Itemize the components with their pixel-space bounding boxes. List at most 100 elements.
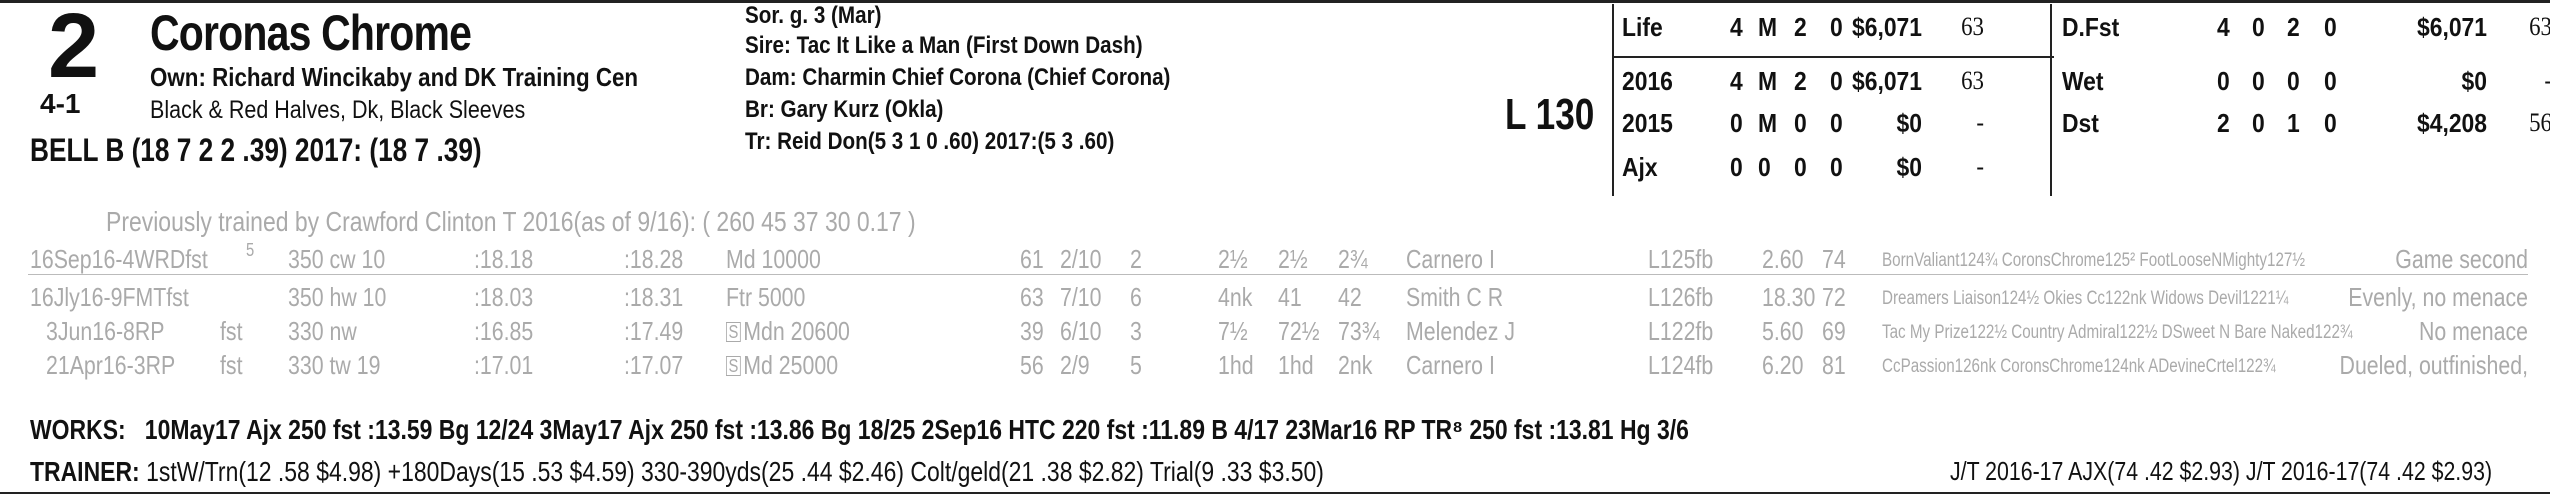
race-class-text: Ftr 5000 xyxy=(726,282,806,312)
stats_left-earn: $6,071 xyxy=(1852,66,1922,96)
race-call-2: 2½ xyxy=(1278,244,1308,274)
race-distance: 330 tw 19 xyxy=(288,350,381,380)
stats_right-c3: 0 xyxy=(2287,66,2300,96)
trainer-label: TRAINER: xyxy=(30,456,140,487)
stats_left-c4: 0 xyxy=(1830,12,1843,42)
stats_left-c2: M xyxy=(1758,66,1778,96)
stats_left-c1: 0 xyxy=(1730,152,1743,182)
race-fraction-2: :18.31 xyxy=(624,282,684,312)
race-fraction-1: :18.03 xyxy=(474,282,534,312)
race-call-1: 1hd xyxy=(1218,350,1254,380)
stats_left-label: Life xyxy=(1622,12,1663,42)
stats_right-label: D.Fst xyxy=(2062,12,2120,42)
stats_left-earn: $0 xyxy=(1896,108,1922,138)
race-post-position: 2/9 xyxy=(1060,350,1090,380)
race-med-weight: L122fb xyxy=(1648,316,1714,346)
race-fraction-2: :17.49 xyxy=(624,316,684,346)
race-finish: 73¾ xyxy=(1338,316,1380,346)
race-speed-rating: 63 xyxy=(1020,282,1044,312)
trainer-stats-text: 1stW/Trn(12 .58 $4.98) +180Days(15 .53 $… xyxy=(146,456,1324,487)
works-label: WORKS: xyxy=(30,414,126,445)
race-call-1: 2½ xyxy=(1218,244,1248,274)
race-class: Md 10000 xyxy=(726,244,821,275)
owner-line: Own: Richard Wincikaby and DK Training C… xyxy=(150,62,639,92)
state-bred-box: S xyxy=(726,356,741,376)
stats_left-c4: 0 xyxy=(1830,66,1843,96)
race-med-weight: L126fb xyxy=(1648,282,1714,312)
morning-line-odds: 4-1 xyxy=(40,88,81,119)
stats_right-label: Wet xyxy=(2062,66,2104,96)
race-start: 3 xyxy=(1130,316,1142,346)
stats_left-c4: 0 xyxy=(1830,108,1843,138)
race-date: 16Jly16-9FMTfst xyxy=(30,282,189,312)
stats_right-c2: 0 xyxy=(2252,12,2265,42)
stats_right-earn: $0 xyxy=(2461,66,2487,96)
stats_left-c1: 4 xyxy=(1730,12,1743,42)
stats_left-earn: $0 xyxy=(1896,152,1922,182)
race-comment: Dreamers Liaison124½ Okies Cc122nk Widow… xyxy=(1882,288,2289,309)
lifetime-stats-box xyxy=(1612,4,2054,196)
race-odds: 18.30 xyxy=(1762,282,1816,312)
race-call-1: 4nk xyxy=(1218,282,1253,312)
stats_right-sr: 63 xyxy=(2529,12,2550,41)
stats_left-c3: 2 xyxy=(1794,12,1807,42)
race-call-2: 41 xyxy=(1278,282,1302,312)
previous-trainer: Previously trained by Crawford Clinton T… xyxy=(106,206,916,237)
race-track-condition: fst xyxy=(220,350,243,380)
stats_right-c2: 0 xyxy=(2252,108,2265,138)
race-jockey: Smith C R xyxy=(1406,282,1504,312)
race-start: 6 xyxy=(1130,282,1142,312)
stats_right-c1: 0 xyxy=(2217,66,2230,96)
race-finish: 2nk xyxy=(1338,350,1373,380)
race-speed-rating: 61 xyxy=(1020,244,1044,274)
race-class: S Mdn 20600 xyxy=(726,316,850,347)
race-call-2: 72½ xyxy=(1278,316,1320,346)
dam-line: Dam: Charmin Chief Corona (Chief Corona) xyxy=(745,64,1171,91)
race-distance: 330 nw xyxy=(288,316,357,346)
race-track-condition: 5 xyxy=(246,240,255,260)
race-speed-rating: 56 xyxy=(1020,350,1044,380)
race-start: 2 xyxy=(1130,244,1142,274)
stats_right-c1: 2 xyxy=(2217,108,2230,138)
race-jockey: Carnero I xyxy=(1406,350,1495,380)
stats_left-sr: - xyxy=(1976,108,1984,137)
stats_right-c3: 2 xyxy=(2287,12,2300,42)
race-call-1: 7½ xyxy=(1218,316,1248,346)
stats_right-c4: 0 xyxy=(2324,12,2337,42)
race-fraction-1: :16.85 xyxy=(474,316,534,346)
stats_left-c2: 0 xyxy=(1758,152,1771,182)
stats-vertical-rule xyxy=(2050,4,2052,196)
race-jockey: Carnero I xyxy=(1406,244,1495,274)
stats_left-c1: 4 xyxy=(1730,66,1743,96)
breeder-line: Br: Gary Kurz (Okla) xyxy=(745,96,944,123)
race-finish: 2¾ xyxy=(1338,244,1368,274)
race-class: Ftr 5000 xyxy=(726,282,805,313)
race-post-position: 7/10 xyxy=(1060,282,1102,312)
race-distance: 350 hw 10 xyxy=(288,282,387,312)
race-fraction-2: :17.07 xyxy=(624,350,684,380)
first-race-underline xyxy=(28,274,2528,275)
race-comment: CcPassion126nk CoronsChrome124nk ADevine… xyxy=(1882,356,2276,377)
stats_right-c1: 4 xyxy=(2217,12,2230,42)
stats_right-sr: - xyxy=(2544,66,2550,96)
state-bred-box: S xyxy=(726,322,741,342)
stats_left-c1: 0 xyxy=(1730,108,1743,138)
race-track-condition: fst xyxy=(220,316,243,346)
bottom-rule xyxy=(0,492,2550,494)
race-odds: 5.60 xyxy=(1762,316,1804,346)
race-fraction-2: :18.28 xyxy=(624,244,684,274)
race-trip-note: Dueled, outfinished, xyxy=(2339,350,2528,380)
race-finish: 42 xyxy=(1338,282,1362,312)
stats_left-earn: $6,071 xyxy=(1852,12,1922,42)
race-post-position: 6/10 xyxy=(1060,316,1102,346)
stats_right-c4: 0 xyxy=(2324,108,2337,138)
race-fraction-1: :17.01 xyxy=(474,350,534,380)
stats_left-sr: 63 xyxy=(1961,66,1984,95)
race-trip-note: Game second xyxy=(2395,244,2528,274)
race-odds: 2.60 xyxy=(1762,244,1804,274)
race-class: S Md 25000 xyxy=(726,350,838,381)
stats_left-c4: 0 xyxy=(1830,152,1843,182)
race-fig: 81 xyxy=(1822,350,1846,380)
jockey-line: BELL B (18 7 2 2 .39) 2017: (18 7 .39) xyxy=(30,132,482,168)
